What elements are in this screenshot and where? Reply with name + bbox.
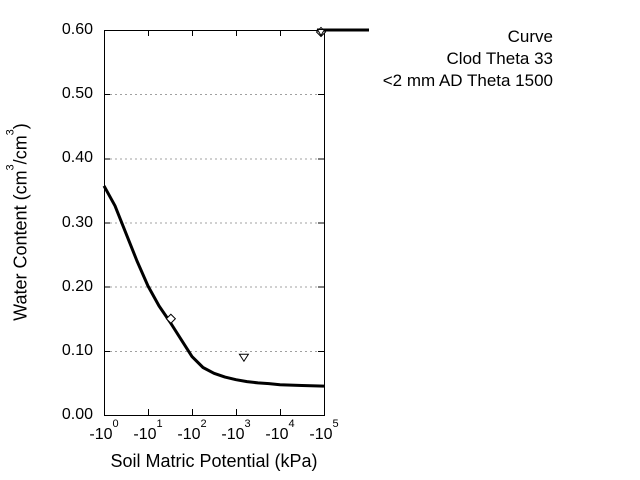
legend-item-2mm-ad-theta-1500: <2 mm AD Theta 1500 [315, 29, 625, 92]
legend-item-clod-theta-33: Clod Theta 33 [315, 26, 625, 70]
x-tick-label: -105 [309, 417, 339, 443]
y-tick-label: 0.00 [61, 406, 93, 423]
legend: Curve Clod Theta 33 <2 mm AD Theta 1500 [315, 26, 625, 92]
legend-label: Clod Theta 33 [446, 49, 553, 68]
x-tick-label: -103 [221, 417, 251, 443]
legend-label: <2 mm AD Theta 1500 [382, 71, 553, 90]
legend-item-curve: Curve [315, 26, 625, 48]
y-axis-title: Water Content (cm3/cm3) [4, 123, 31, 321]
ad-theta-1500-point [238, 353, 250, 363]
clod-theta-33-point [165, 313, 177, 324]
x-tick-label: -100 [89, 417, 119, 443]
y-tick-label: 0.40 [61, 149, 93, 167]
x-tick-label: -104 [265, 417, 295, 443]
y-tick-label: 0.30 [61, 213, 93, 231]
x-tick-label: -102 [177, 417, 207, 443]
y-tick-label: 0.50 [61, 85, 93, 103]
y-tick-label: 0.10 [61, 341, 93, 359]
y-tick-label: 0.20 [61, 277, 93, 295]
retention-curve [102, 185, 325, 388]
y-tick-label: 0.60 [61, 21, 93, 38]
legend-label: Curve [507, 27, 553, 46]
x-axis-title: Soil Matric Potential (kPa) [110, 451, 318, 471]
x-tick-label: -101 [133, 417, 163, 443]
